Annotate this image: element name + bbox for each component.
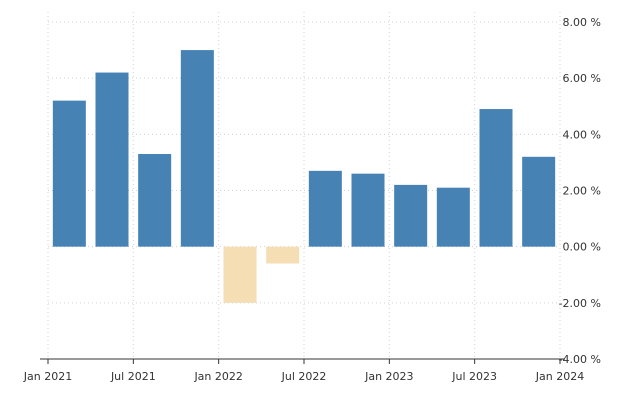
y-tick-label: 2.00 %: [563, 185, 601, 198]
y-tick-label: 6.00 %: [563, 72, 601, 85]
bar-2023-q4: [522, 156, 556, 247]
bar-2021-q4: [180, 50, 214, 247]
x-tick-label: Jan 2023: [364, 370, 413, 383]
x-tick-label: Jul 2023: [451, 370, 497, 383]
grid-lines: [47, 12, 561, 359]
bar-2022-q4: [351, 173, 385, 247]
axes: [40, 358, 565, 364]
bar-2021-q3: [138, 153, 172, 247]
bar-2022-q1: [223, 246, 257, 303]
bar-2023-q3: [479, 109, 513, 247]
bar-2022-q3: [308, 170, 342, 247]
y-tick-label: 0.00 %: [563, 241, 601, 254]
x-tick-label: Jan 2022: [193, 370, 242, 383]
x-tick-label: Jul 2021: [110, 370, 156, 383]
bar-2021-q2: [95, 72, 129, 247]
x-tick-label: Jul 2022: [281, 370, 327, 383]
y-tick-labels: 8.00 % 6.00 % 4.00 % 2.00 % 0.00 % -2.00 % -4.…: [559, 16, 601, 366]
bar-2021-q1: [52, 100, 86, 247]
x-tick-labels: Jan 2021 Jul 2021 Jan 2022 Jul 2022 Jan 2023…: [23, 370, 584, 383]
x-tick-label: Jan 2021: [23, 370, 72, 383]
bars: [52, 50, 556, 303]
y-tick-label: -4.00 %: [559, 353, 601, 366]
y-tick-label: -2.00 %: [559, 297, 601, 310]
y-tick-label: 4.00 %: [563, 128, 601, 141]
y-tick-label: 8.00 %: [563, 16, 601, 29]
bar-2022-q2: [266, 246, 300, 264]
bar-2023-q1: [394, 184, 428, 247]
x-tick-label: Jan 2024: [535, 370, 584, 383]
bar-2023-q2: [436, 187, 470, 247]
